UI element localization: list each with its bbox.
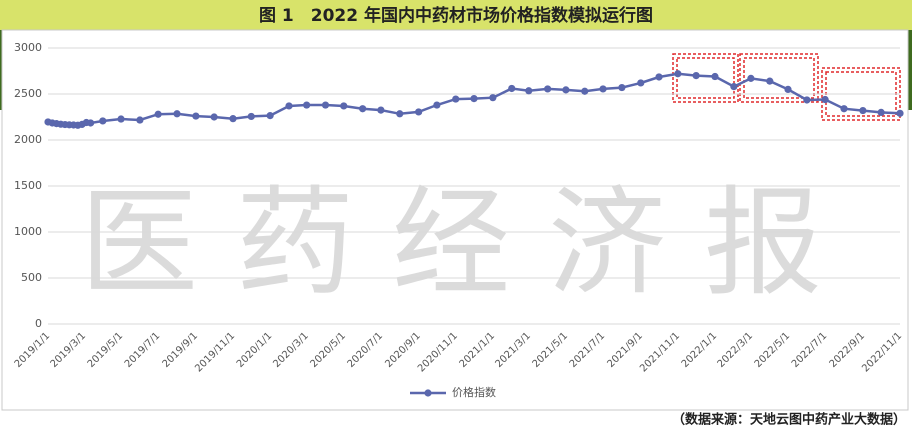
data-point <box>303 101 311 109</box>
title-bar <box>0 0 912 30</box>
data-point <box>136 116 144 124</box>
data-point <box>525 87 533 95</box>
data-point <box>730 83 738 91</box>
data-point <box>692 72 700 80</box>
data-point <box>766 77 774 85</box>
data-point <box>711 72 719 81</box>
data-point <box>821 95 829 104</box>
data-point <box>470 95 478 103</box>
data-point <box>173 110 181 118</box>
data-point <box>210 113 218 121</box>
data-point <box>747 74 755 82</box>
data-point <box>674 70 682 78</box>
plot-panel <box>1 29 909 411</box>
data-point <box>581 87 589 95</box>
data-point <box>655 73 663 81</box>
data-point <box>321 101 330 109</box>
data-point <box>396 110 404 118</box>
data-point <box>896 109 904 117</box>
data-point <box>859 106 867 115</box>
data-point <box>192 112 200 120</box>
data-point <box>544 85 552 93</box>
y-tick-label: 1500 <box>14 179 42 192</box>
data-point <box>433 101 441 109</box>
legend-marker <box>424 389 432 397</box>
y-tick-label: 0 <box>35 317 42 330</box>
legend-label: 价格指数 <box>452 385 496 399</box>
data-point <box>247 112 255 121</box>
y-tick-label: 1000 <box>14 225 42 238</box>
watermark: 医药经济报 <box>80 174 860 312</box>
data-point <box>154 110 162 118</box>
data-point <box>340 102 348 110</box>
data-point <box>618 83 626 92</box>
source-note: （数据来源：天地云图中药产业大数据） <box>672 412 906 428</box>
y-tick-label: 2000 <box>14 133 42 146</box>
y-tick-label: 500 <box>21 271 42 284</box>
data-point <box>452 95 460 103</box>
chart-title: 图 1 2022 年国内中药材市场价格指数模拟运行图 <box>259 5 653 26</box>
data-point <box>87 119 95 127</box>
data-point <box>637 79 645 87</box>
data-point <box>489 94 497 102</box>
data-point <box>229 115 237 123</box>
y-tick-label: 2500 <box>14 87 42 100</box>
data-point <box>784 85 792 93</box>
data-point <box>99 117 107 125</box>
data-point <box>599 85 607 93</box>
data-point <box>377 106 385 114</box>
data-point <box>508 84 516 93</box>
data-point <box>359 105 367 113</box>
data-point <box>117 115 125 123</box>
data-point <box>877 108 885 116</box>
data-point <box>840 105 848 113</box>
data-point <box>562 86 570 94</box>
data-point <box>266 112 274 120</box>
y-tick-label: 3000 <box>14 41 42 54</box>
data-point <box>415 108 423 116</box>
data-point <box>285 102 293 110</box>
data-point <box>803 96 811 104</box>
